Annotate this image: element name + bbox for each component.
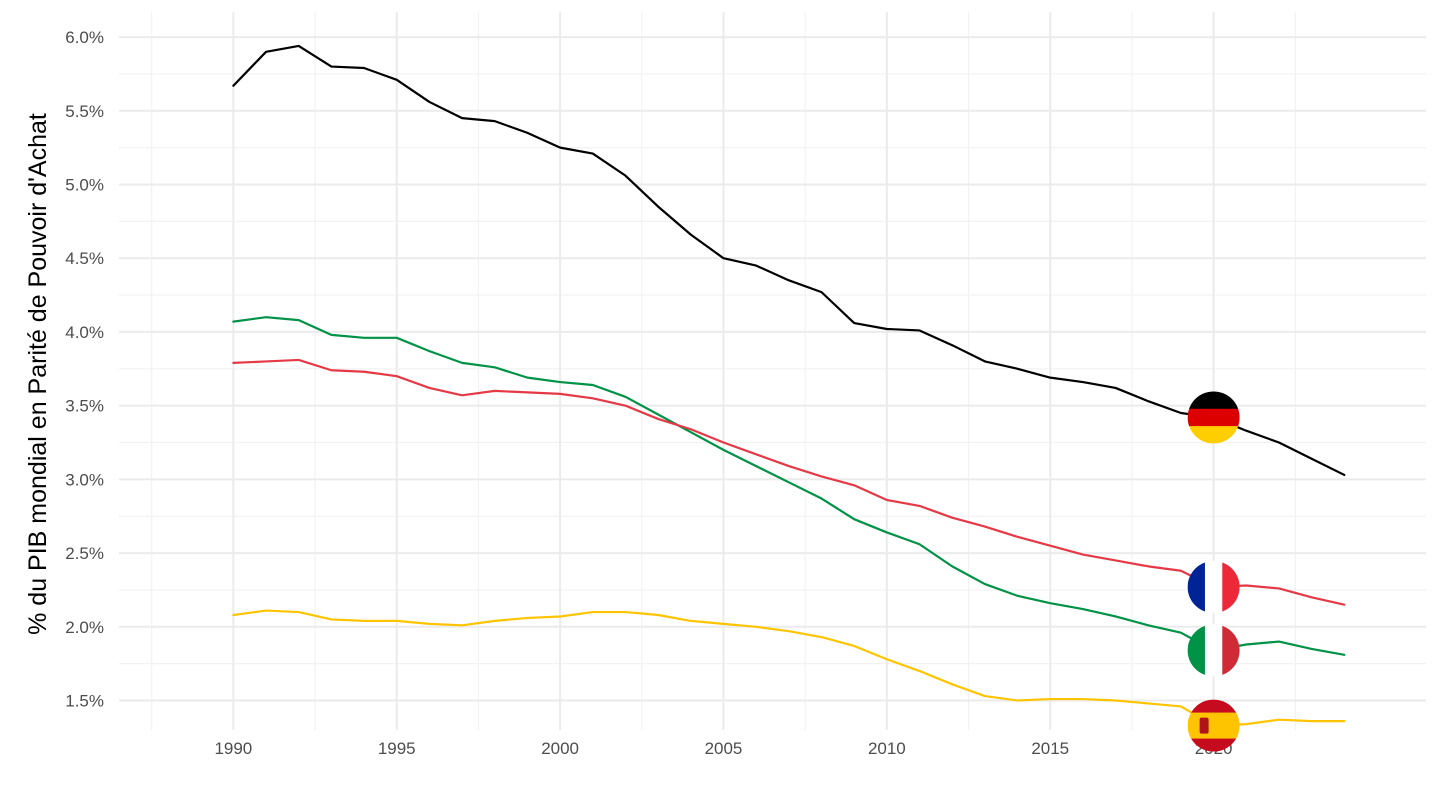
y-tick-label: 6.0% xyxy=(65,28,104,47)
series-lines xyxy=(232,44,1346,727)
grid xyxy=(119,12,1426,730)
series-line-spain xyxy=(232,609,1346,727)
x-tick-label: 2000 xyxy=(541,739,579,758)
y-axis-ticks: 1.5% 2.0% 2.5% 3.0% 3.5% 4.0% 4.5% 5.0% 5.5% 6.0% xyxy=(65,28,104,710)
series-line-italy xyxy=(232,316,1346,656)
y-tick-label: 3.0% xyxy=(65,470,104,489)
x-tick-label: 2015 xyxy=(1031,739,1069,758)
y-tick-label: 3.5% xyxy=(65,397,104,416)
y-tick-label: 4.0% xyxy=(65,323,104,342)
x-tick-label: 2005 xyxy=(705,739,743,758)
y-axis-title: % du PIB mondial en Parité de Pouvoir d'… xyxy=(24,113,52,635)
y-tick-label: 5.5% xyxy=(65,102,104,121)
y-tick-label: 5.0% xyxy=(65,175,104,194)
x-axis-ticks: 1990199520002005201020152020 xyxy=(214,739,1232,758)
france-flag-icon xyxy=(1187,560,1240,613)
x-tick-label: 1995 xyxy=(378,739,416,758)
y-tick-label: 1.5% xyxy=(65,692,104,711)
series-line-germany xyxy=(232,44,1346,477)
series-line-france xyxy=(232,358,1346,606)
x-tick-label: 2010 xyxy=(868,739,906,758)
y-tick-label: 2.5% xyxy=(65,544,104,563)
germany-flag-icon xyxy=(1187,391,1240,444)
flag-markers xyxy=(1187,391,1240,752)
x-tick-label: 1990 xyxy=(214,739,252,758)
y-tick-label: 2.0% xyxy=(65,618,104,637)
italy-flag-icon xyxy=(1187,624,1240,677)
y-tick-label: 4.5% xyxy=(65,249,104,268)
spain-flag-icon xyxy=(1187,699,1240,752)
